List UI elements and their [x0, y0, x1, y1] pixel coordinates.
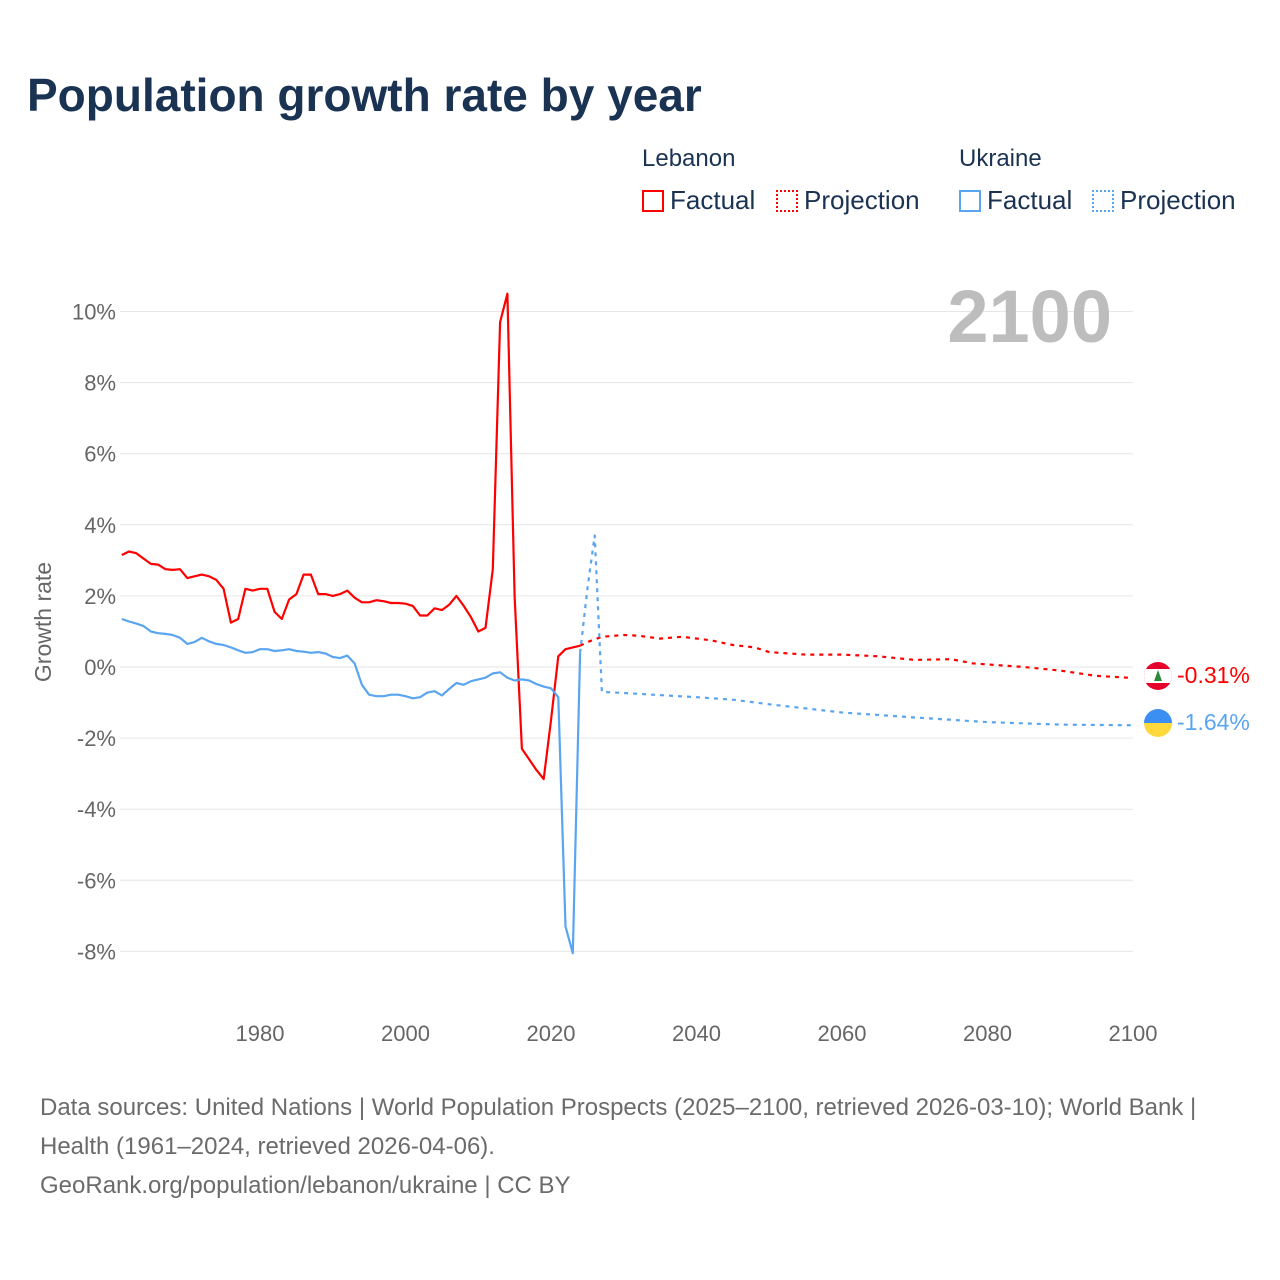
lebanon-end-label: -0.31%: [1177, 662, 1250, 688]
legend-ukraine-projection[interactable]: Projection: [1092, 185, 1236, 216]
y-tick-label: -8%: [77, 939, 116, 964]
legend-label: Projection: [804, 185, 920, 215]
y-axis-label: Growth rate: [30, 562, 56, 682]
x-tick-label: 2100: [1109, 1021, 1158, 1046]
x-tick-label: 2000: [381, 1021, 430, 1046]
legend-swatch-solid: [642, 189, 664, 212]
legend-lebanon-factual[interactable]: Factual: [642, 185, 755, 216]
y-tick-label: 4%: [84, 513, 116, 538]
y-tick-label: -2%: [77, 726, 116, 751]
year-watermark: 2100: [947, 275, 1112, 358]
footer: Data sources: United Nations | World Pop…: [40, 1088, 1240, 1205]
lebanon-flag-icon: [1144, 662, 1172, 690]
y-tick-label: -6%: [77, 868, 116, 893]
legend-ukraine-heading: Ukraine: [959, 145, 1042, 172]
legend-label: Projection: [1120, 185, 1236, 215]
y-tick-label: 6%: [84, 442, 116, 467]
x-tick-label: 2080: [963, 1021, 1012, 1046]
data-sources: Data sources: United Nations | World Pop…: [40, 1094, 1197, 1160]
ukraine-end-label: -1.64%: [1177, 709, 1250, 735]
legend-ukraine-factual[interactable]: Factual: [959, 185, 1072, 216]
legend-lebanon-projection[interactable]: Projection: [776, 185, 920, 216]
y-tick-label: 8%: [84, 371, 116, 396]
legend-swatch-solid: [959, 189, 981, 212]
legend-swatch-dotted: [1092, 189, 1114, 212]
lebanon-factual-line: [121, 292, 581, 781]
legend-lebanon-heading: Lebanon: [642, 145, 736, 172]
y-tick-label: 0%: [84, 655, 116, 680]
legend-swatch-dotted: [776, 189, 798, 212]
x-tick-label: 2040: [672, 1021, 721, 1046]
chart-title: Population growth rate by year: [27, 69, 702, 121]
legend-label: Factual: [987, 185, 1073, 215]
legend-label: Factual: [670, 185, 756, 215]
plot-area: 10% 8% 6% 4% 2% 0% -2% -4% -6% -8% 1980 2000 2020 204…: [30, 275, 1250, 1046]
y-tick-label: 10%: [72, 300, 116, 325]
ukraine-projection-line: [579, 534, 1134, 727]
ukraine-factual-line: [121, 617, 582, 955]
y-tick-label: 2%: [84, 584, 116, 609]
x-tick-label: 2020: [527, 1021, 576, 1046]
ukraine-flag-icon: [1144, 709, 1172, 737]
credit-link[interactable]: GeoRank.org/population/lebanon/ukraine |…: [40, 1172, 571, 1199]
y-tick-label: -4%: [77, 797, 116, 822]
lebanon-projection-line: [579, 633, 1134, 680]
x-tick-label: 1980: [236, 1021, 285, 1046]
x-tick-label: 2060: [818, 1021, 867, 1046]
